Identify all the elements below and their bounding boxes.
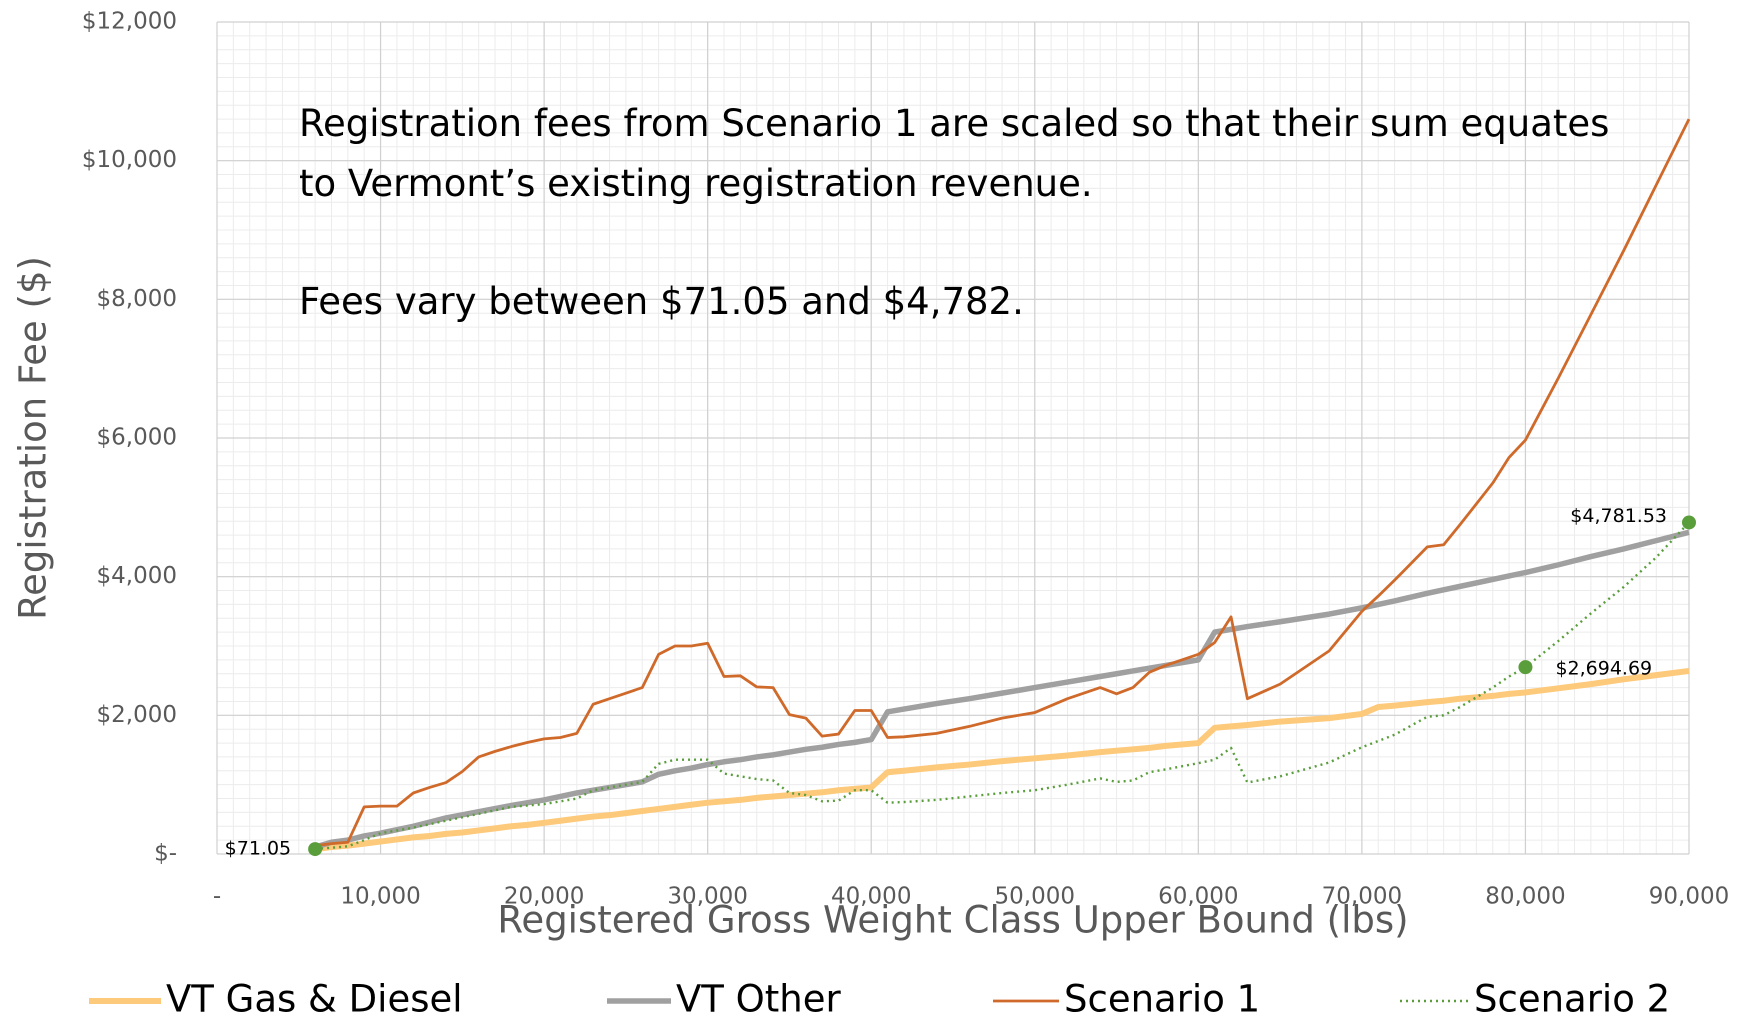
x-tick-label: 20,000 [504,884,584,910]
series-line [314,529,1690,850]
note-text: to Vermont’s existing registration reven… [299,162,1093,205]
note-text: Registration fees from Scenario 1 are sc… [299,102,1609,145]
y-tick-label: $12,000 [82,9,177,35]
annotation-marker [308,842,323,857]
y-tick-label: $2,000 [97,702,177,728]
x-axis-title: Registered Gross Weight Class Upper Boun… [497,899,1408,942]
x-tick-label: 50,000 [995,884,1075,910]
legend-label: Scenario 2 [1474,978,1670,1021]
series-line [314,667,1690,853]
y-tick-label: $8,000 [97,286,177,312]
y-tick-label: $4,000 [97,563,177,589]
series-line [315,521,1690,851]
x-tick-label: 90,000 [1649,884,1729,910]
x-tick-label: 60,000 [1158,884,1238,910]
annotation-marker [1518,660,1533,675]
x-tick-label: - [213,884,221,910]
y-tick-label: $6,000 [97,425,177,451]
legend-label: VT Other [676,978,842,1021]
series-line [314,118,1691,848]
legend-label: Scenario 1 [1064,978,1260,1021]
note-text: Fees vary between $71.05 and $4,782. [299,280,1024,323]
y-axis-title: Registration Fee ($) [12,256,55,620]
annotation-label: $2,694.69 [1555,658,1652,680]
annotation-label: $71.05 [225,838,291,860]
x-tick-label: 10,000 [340,884,420,910]
x-tick-label: 80,000 [1485,884,1565,910]
annotation-label: $4,781.53 [1570,505,1667,527]
y-tick-label: $- [154,841,177,867]
annotation-marker [1682,515,1696,530]
x-tick-label: 30,000 [667,884,747,910]
x-tick-label: 70,000 [1322,884,1402,910]
legend-label: VT Gas & Diesel [166,978,463,1021]
y-tick-label: $10,000 [82,147,177,173]
x-tick-label: 40,000 [831,884,911,910]
